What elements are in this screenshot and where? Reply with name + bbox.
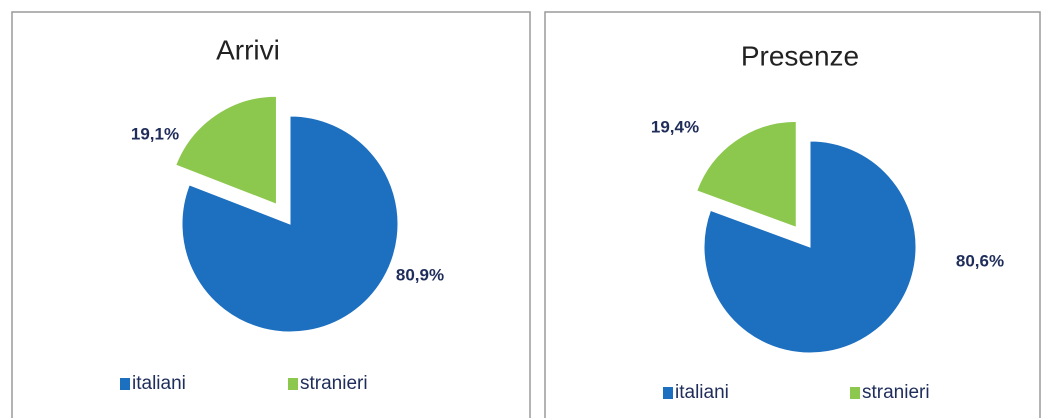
legend-label: italiani xyxy=(132,373,186,394)
legend-label: stranieri xyxy=(300,373,368,394)
chart-title: Arrivi xyxy=(216,34,280,65)
value-label: 19,4% xyxy=(651,117,699,136)
pie-slice xyxy=(181,115,399,333)
value-label: 80,6% xyxy=(956,251,1004,270)
value-label: 80,9% xyxy=(396,265,444,284)
legend-swatch xyxy=(120,378,130,390)
pie-slice xyxy=(703,140,917,354)
legend-swatch xyxy=(663,387,673,399)
legend-label: stranieri xyxy=(862,382,930,403)
legend-swatch xyxy=(288,378,298,390)
value-label: 19,1% xyxy=(131,124,179,143)
chart-title: Presenze xyxy=(741,40,859,71)
legend-label: italiani xyxy=(675,382,729,403)
pie-slice xyxy=(696,120,797,229)
panel xyxy=(11,11,531,418)
legend-swatch xyxy=(850,387,860,399)
pie-slice xyxy=(175,95,277,205)
